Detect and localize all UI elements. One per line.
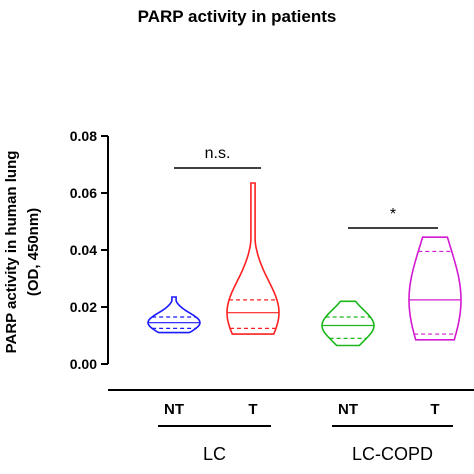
significance-label: n.s. [205, 145, 231, 162]
chart-title: PARP activity in patients [138, 7, 337, 26]
y-tick-label: 0.00 [70, 356, 97, 372]
x-category-label: T [430, 401, 439, 418]
violin-lc-nt [147, 296, 201, 334]
violins [147, 182, 462, 347]
x-category-label: NT [164, 401, 184, 418]
violin-lc-copd-t [408, 236, 462, 341]
x-category-label: T [248, 401, 257, 418]
y-tick-label: 0.02 [70, 299, 97, 315]
y-axis-label-line1: PARP activity in human lung [3, 151, 20, 354]
y-axis-label: PARP activity in human lung (OD, 450nm) [3, 151, 42, 354]
x-axis-labels: NT T LC NT T LC-COPD [158, 401, 453, 464]
y-tick-label: 0.06 [70, 185, 97, 201]
axes: 0.00 0.02 0.04 0.06 0.08 [70, 128, 474, 391]
y-axis-label-line2: (OD, 450nm) [25, 208, 42, 296]
violin-lc-copd-nt [321, 300, 375, 347]
violin-lc-t [226, 182, 280, 335]
significance-label: * [390, 206, 396, 223]
y-tick-label: 0.08 [70, 128, 97, 144]
x-category-label: NT [338, 401, 358, 418]
group-label: LC-COPD [352, 444, 433, 464]
significance-annotations: n.s. * [174, 145, 438, 229]
group-label: LC [203, 444, 226, 464]
y-tick-label: 0.04 [70, 242, 97, 258]
